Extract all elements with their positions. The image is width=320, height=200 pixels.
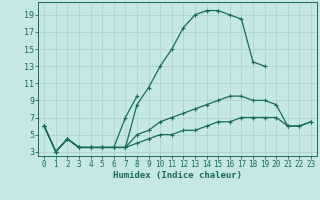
X-axis label: Humidex (Indice chaleur): Humidex (Indice chaleur): [113, 171, 242, 180]
